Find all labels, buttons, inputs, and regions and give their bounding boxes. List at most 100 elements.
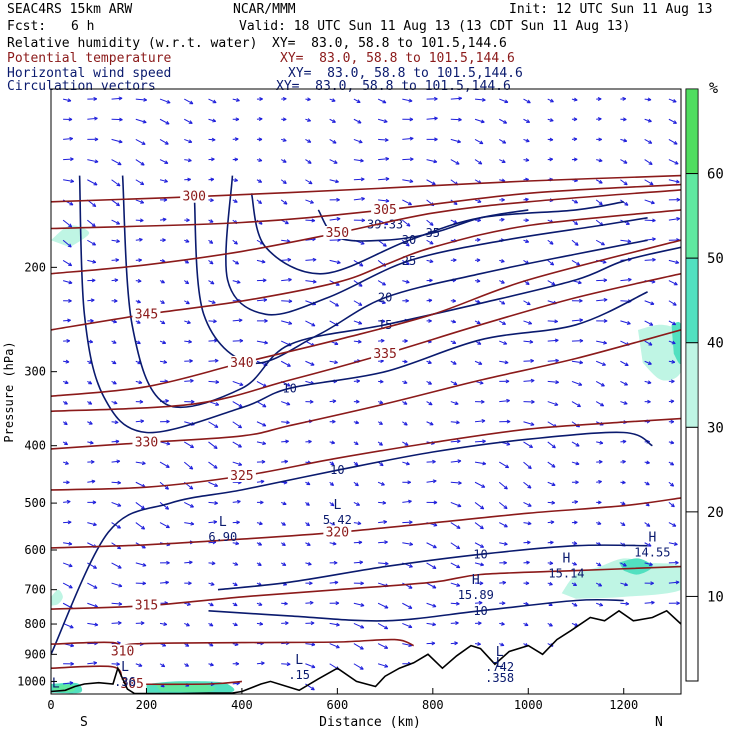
y-tick-label: 800 [24, 617, 46, 631]
vector-arrow [523, 421, 535, 426]
extremum-value: .15 [288, 668, 310, 682]
vector-arrow [668, 300, 677, 306]
vector-arrow [596, 440, 604, 445]
vector-arrow [184, 339, 192, 344]
vector-arrow [378, 520, 388, 524]
y-tick-label: 600 [24, 543, 46, 557]
init-time: Init: 12 UTC Sun 11 Aug 13 [509, 2, 713, 17]
vector-arrow [208, 177, 215, 182]
vector-arrow [256, 137, 263, 142]
vector-arrow [305, 380, 315, 385]
vector-arrow [426, 562, 437, 569]
vector-arrow [305, 561, 312, 566]
vector-arrow [426, 380, 432, 385]
vector-arrow [159, 360, 168, 364]
vector-arrow [256, 542, 263, 546]
vector-arrow [596, 479, 602, 484]
vector-arrow [208, 461, 218, 469]
vector-arrow [208, 520, 218, 524]
vector-arrow [111, 641, 121, 646]
vector-arrow [523, 339, 534, 344]
vector-arrow [305, 502, 310, 506]
vector-arrow [595, 219, 604, 227]
vector-arrow [596, 97, 602, 101]
vector-arrow [184, 421, 195, 426]
vector-arrow [474, 118, 485, 124]
rh-shade-2 [51, 589, 63, 606]
vector-arrow [353, 118, 362, 124]
theta-contour-310 [51, 638, 415, 653]
vector-arrow [523, 399, 535, 404]
vector-arrow [280, 562, 287, 566]
vector-arrow [620, 522, 626, 526]
vector-arrow [281, 459, 289, 464]
vector-arrow [232, 602, 238, 607]
vector-arrow [547, 219, 554, 224]
vector-arrow [402, 643, 413, 647]
vector-arrow [281, 117, 287, 122]
vector-arrow [184, 501, 194, 508]
colorbar-swatch-50-60 [685, 173, 699, 259]
vector-arrow [135, 380, 143, 385]
vector-arrow [111, 501, 122, 507]
low-marker: L [52, 677, 60, 692]
vector-arrow [571, 421, 581, 428]
vector-arrow [353, 602, 365, 607]
vector-arrow [547, 239, 554, 245]
vector-arrow [305, 439, 312, 444]
vector-arrow [329, 663, 340, 671]
vector-arrow [232, 360, 244, 365]
vector-arrow [208, 118, 217, 123]
vector-arrow [426, 401, 433, 406]
vector-arrow [353, 218, 366, 223]
vector-arrow [475, 399, 485, 404]
vector-arrow [620, 542, 626, 547]
y-tick-label: 500 [24, 496, 46, 510]
vector-arrow [644, 542, 652, 547]
vector-arrow [426, 259, 434, 264]
vector-arrow [377, 461, 384, 467]
vector-arrow [87, 602, 99, 608]
vector-arrow [499, 259, 505, 263]
vector-arrow [499, 441, 511, 446]
theta-contour-label: 335 [373, 347, 396, 362]
vector-arrow [208, 602, 214, 607]
vector-arrow [232, 298, 242, 303]
vector-arrow [305, 683, 315, 691]
vector-arrow [329, 197, 340, 202]
vector-arrow [87, 400, 93, 405]
vector-arrow [353, 196, 365, 201]
vector-arrow [111, 340, 117, 344]
vector-arrow [474, 522, 484, 530]
vector-arrow [184, 521, 195, 526]
vector-arrow [208, 540, 217, 545]
vector-arrow [160, 419, 170, 424]
vector-arrow [668, 419, 675, 424]
vector-arrow [523, 501, 532, 507]
vector-arrow [256, 298, 268, 302]
vector-arrow [87, 159, 99, 164]
wind-contour-label: 10 [473, 547, 487, 561]
vector-arrow [281, 420, 290, 425]
theta-label-bg [108, 644, 137, 658]
vector-arrow [499, 138, 507, 144]
vector-arrow [377, 98, 387, 104]
vector-arrow [523, 601, 529, 606]
vector-arrow [668, 216, 681, 221]
extremum-value: 14.55 [634, 546, 670, 560]
vector-arrow [281, 601, 288, 606]
vector-arrow [208, 260, 214, 265]
vector-arrow [256, 582, 262, 586]
y-tick-label: 400 [24, 439, 46, 453]
vector-arrow [353, 521, 362, 526]
vector-arrow [547, 300, 557, 305]
vector-arrow [620, 257, 632, 262]
vector-arrow [87, 459, 95, 464]
vector-arrow [329, 399, 337, 404]
vector-arrow [329, 320, 339, 327]
vector-arrow [87, 219, 96, 228]
vector-arrow [159, 481, 169, 490]
vector-arrow [620, 239, 632, 244]
vector-arrow [111, 179, 121, 187]
rh-shade-6 [146, 681, 235, 694]
